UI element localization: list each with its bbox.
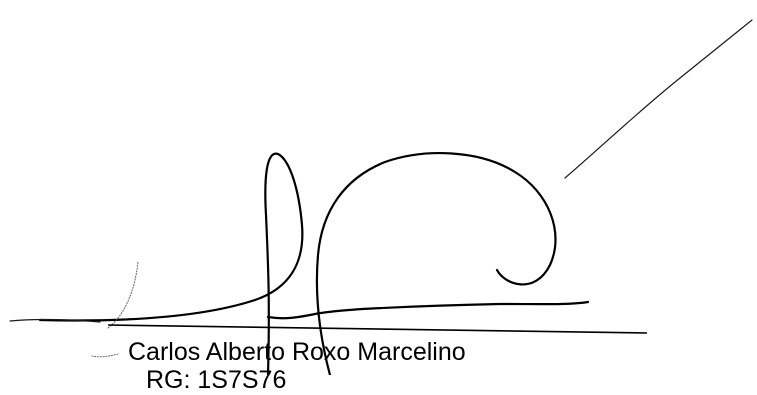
handwritten-signature	[9, 19, 753, 375]
signer-id: RG: 1S7S76	[146, 366, 287, 394]
signature-stroke-flourish	[107, 261, 139, 329]
signature-line	[107, 324, 648, 334]
signature-stroke-left-loop	[38, 152, 304, 375]
signature-stroke-flourish-lower	[91, 353, 119, 358]
signature-stroke-right-loop	[315, 152, 557, 375]
signature-stroke-underline	[266, 300, 590, 320]
signer-name: Carlos Alberto Roxo Marcelino	[128, 338, 466, 366]
signature-stroke-diagonal	[564, 19, 753, 179]
signature-stroke-tail	[9, 318, 101, 323]
signature-block: Carlos Alberto Roxo Marcelino RG: 1S7S76	[9, 19, 753, 394]
